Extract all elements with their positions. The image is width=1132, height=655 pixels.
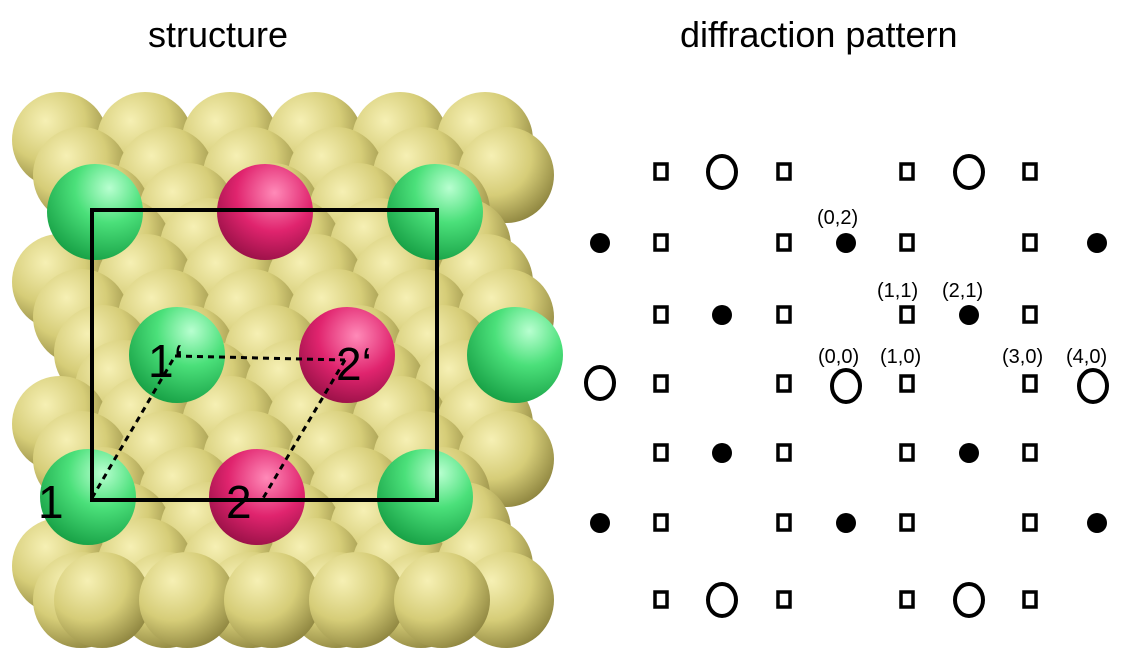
open-square-spot	[1022, 590, 1038, 609]
filled-circle-spot	[1087, 233, 1107, 253]
open-square-spot	[776, 443, 792, 462]
primitive-cell-lines	[90, 354, 347, 501]
label-2-1: (2,1)	[942, 280, 983, 302]
spot-labels: (0,2) (1,1) (2,1) (0,0) (1,0) (3,0) (4,0…	[817, 207, 1107, 368]
substrate-atom	[54, 552, 150, 648]
open-circle-spot	[706, 154, 738, 190]
structure-panel: 1 2 1‘ 2‘	[12, 92, 563, 648]
open-square-spot	[899, 513, 915, 532]
substrate-atom	[139, 552, 235, 648]
site-label-1: 1	[38, 476, 64, 528]
magenta-atom	[299, 307, 395, 403]
filled-circle-spot	[712, 443, 732, 463]
green-atom	[40, 449, 136, 545]
unit-cell-rectangle	[90, 208, 439, 502]
open-circle-spot	[830, 368, 862, 404]
label-4-0: (4,0)	[1066, 346, 1107, 368]
structure-title: structure	[148, 14, 289, 55]
magenta-atom	[209, 449, 305, 545]
open-square-spot	[653, 513, 669, 532]
open-square-spot	[899, 374, 915, 393]
green-atom	[467, 307, 563, 403]
filled-circle-spot	[712, 305, 732, 325]
filled-circle-spot	[959, 443, 979, 463]
open-square-spot	[776, 590, 792, 609]
open-square-spot	[653, 443, 669, 462]
open-circle-spot	[584, 365, 616, 401]
open-square-spot	[1022, 233, 1038, 252]
open-square-spot	[899, 443, 915, 462]
diffraction-panel: (0,2) (1,1) (2,1) (0,0) (1,0) (3,0) (4,0…	[584, 154, 1109, 618]
filled-circle-spot	[1087, 513, 1107, 533]
open-square-spot	[776, 233, 792, 252]
open-square-spot	[653, 374, 669, 393]
filled-circle-spot	[836, 513, 856, 533]
open-circle-spot	[953, 582, 985, 618]
open-square-spot	[899, 590, 915, 609]
open-square-spots	[653, 162, 1038, 609]
dashed-line	[260, 359, 347, 501]
filled-circle-spots	[590, 233, 1107, 533]
diffraction-title: diffraction pattern	[680, 14, 958, 55]
open-square-spot	[776, 513, 792, 532]
substrate-atom	[309, 552, 405, 648]
open-circle-spot	[953, 154, 985, 190]
dashed-line	[90, 355, 177, 499]
open-circle-spot	[1077, 368, 1109, 404]
open-square-spot	[776, 305, 792, 324]
label-1-1: (1,1)	[877, 280, 918, 302]
label-0-2: (0,2)	[817, 207, 858, 229]
open-circle-spots	[584, 154, 1109, 618]
open-square-spot	[899, 233, 915, 252]
open-square-spot	[1022, 513, 1038, 532]
label-1-0: (1,0)	[880, 346, 921, 368]
open-square-spot	[653, 305, 669, 324]
open-square-spot	[776, 374, 792, 393]
substrate-atom	[224, 552, 320, 648]
site-label-2: 2	[226, 476, 252, 528]
label-0-0: (0,0)	[818, 346, 859, 368]
open-circle-spot	[706, 582, 738, 618]
open-square-spot	[653, 233, 669, 252]
substrate-atom	[394, 552, 490, 648]
open-square-spot	[899, 162, 915, 181]
open-square-spot	[653, 590, 669, 609]
filled-circle-spot	[836, 233, 856, 253]
filled-circle-spot	[590, 233, 610, 253]
open-square-spot	[653, 162, 669, 181]
green-atom	[377, 449, 473, 545]
site-label-1-prime: 1‘	[148, 335, 184, 387]
open-square-spot	[1022, 374, 1038, 393]
filled-circle-spot	[959, 305, 979, 325]
label-3-0: (3,0)	[1002, 346, 1043, 368]
open-square-spot	[1022, 162, 1038, 181]
open-square-spot	[776, 162, 792, 181]
open-square-spot	[899, 305, 915, 324]
filled-circle-spot	[590, 513, 610, 533]
open-square-spot	[1022, 443, 1038, 462]
site-label-2-prime: 2‘	[336, 338, 372, 390]
open-square-spot	[1022, 305, 1038, 324]
